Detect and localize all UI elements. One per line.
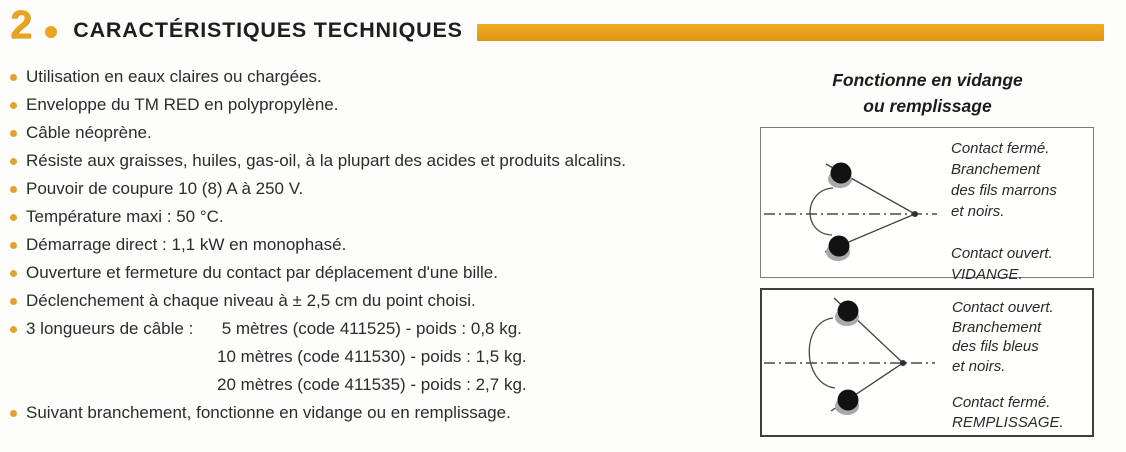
bullet-icon — [10, 298, 17, 305]
contact-line: Contact ouvert. — [952, 299, 1054, 316]
feature-item: Pouvoir de coupure 10 (8) A à 250 V. — [10, 175, 750, 203]
feature-text: Température maxi : 50 °C. — [26, 207, 224, 226]
feature-item-cable-lengths: 3 longueurs de câble : 5 mètres (code 41… — [10, 315, 750, 399]
contact-line: des fils bleus — [952, 338, 1039, 355]
bullet-icon — [10, 242, 17, 249]
vidange-box-text: Contact fermé. Branchement des fils marr… — [951, 138, 1089, 285]
contact-line: Branchement — [951, 161, 1041, 178]
feature-text: Câble néoprène. — [26, 123, 152, 142]
contact-line: Branchement — [952, 318, 1042, 336]
contact-line: des fils marrons — [951, 182, 1057, 199]
feature-text: Utilisation en eaux claires ou chargées. — [26, 67, 322, 86]
section-header: 2 CARACTÉRISTIQUES TECHNIQUES — [10, 3, 1104, 52]
feature-text: Résiste aux graisses, huiles, gas-oil, à… — [26, 151, 627, 170]
contact-line: REMPLISSAGE. — [952, 413, 1064, 431]
feature-item: Enveloppe du TM RED en polypropylène. — [10, 91, 750, 119]
remplissage-result-text: Contact fermé. REMPLISSAGE. — [952, 393, 1088, 432]
contact-line: Contact fermé. — [951, 140, 1050, 157]
feature-text: Démarrage direct : 1,1 kW en monophasé. — [26, 235, 347, 254]
feature-item: Résiste aux graisses, huiles, gas-oil, à… — [10, 147, 750, 175]
contact-line: VIDANGE. — [951, 266, 1023, 283]
right-panel-title: Fonctionne en vidange ou remplissage — [760, 67, 1095, 119]
cable-lengths-label: 3 longueurs de câble : — [26, 319, 194, 338]
feature-item: Température maxi : 50 °C. — [10, 203, 750, 231]
cable-lengths-values: 5 mètres (code 411525) - poids : 0,8 kg.… — [217, 315, 527, 399]
bullet-icon — [10, 270, 17, 277]
bullet-icon — [10, 74, 17, 81]
feature-item: Utilisation en eaux claires ou chargées. — [10, 63, 750, 91]
vidange-diagram-box: Contact fermé. Branchement des fils marr… — [760, 127, 1094, 283]
float-switch-remplissage-diagram — [764, 297, 935, 415]
section-bullet-icon — [45, 26, 58, 38]
feature-text: Déclenchement à chaque niveau à ± 2,5 cm… — [26, 291, 476, 310]
feature-text: Suivant branchement, fonctionne en vidan… — [26, 403, 511, 422]
vidange-result-text: Contact ouvert. VIDANGE. — [951, 243, 1089, 285]
bullet-icon — [10, 214, 17, 221]
features-list: Utilisation en eaux claires ou chargées.… — [10, 63, 750, 427]
cable-length-line: 20 mètres (code 411535) - poids : 2,7 kg… — [217, 375, 527, 394]
remplissage-box-text: Contact ouvert. Branchement des fils ble… — [952, 298, 1088, 432]
feature-text: Ouverture et fermeture du contact par dé… — [26, 263, 498, 282]
contact-line: Contact fermé. — [952, 394, 1051, 411]
feature-item: Ouverture et fermeture du contact par dé… — [10, 259, 750, 287]
feature-text: Enveloppe du TM RED en polypropylène. — [26, 95, 339, 114]
float-switch-vidange-diagram — [764, 162, 937, 261]
section-title: CARACTÉRISTIQUES TECHNIQUES — [73, 17, 463, 42]
right-panel-title-line1: Fonctionne en vidange — [832, 70, 1023, 90]
section-number: 2 — [10, 3, 33, 47]
contact-line: et noirs. — [952, 357, 1006, 375]
feature-item: Suivant branchement, fonctionne en vidan… — [10, 399, 750, 427]
cable-length-line: 10 mètres (code 411530) - poids : 1,5 kg… — [217, 347, 527, 366]
feature-text: Pouvoir de coupure 10 (8) A à 250 V. — [26, 179, 304, 198]
feature-item: Déclenchement à chaque niveau à ± 2,5 cm… — [10, 287, 750, 315]
contact-line: et noirs. — [951, 203, 1005, 220]
bullet-icon — [10, 130, 17, 137]
contact-line: Contact ouvert. — [951, 245, 1053, 262]
feature-item: Câble néoprène. — [10, 119, 750, 147]
bullet-icon — [10, 102, 17, 109]
bullet-icon — [10, 186, 17, 193]
bullet-icon — [10, 158, 17, 165]
cable-length-line: 5 mètres (code 411525) - poids : 0,8 kg. — [217, 319, 522, 338]
feature-item: Démarrage direct : 1,1 kW en monophasé. — [10, 231, 750, 259]
bullet-icon — [10, 410, 17, 417]
header-accent-bar — [476, 23, 1104, 41]
bullet-icon — [10, 326, 17, 333]
right-panel-title-line2: ou remplissage — [863, 96, 992, 116]
remplissage-diagram-box: Contact ouvert. Branchement des fils ble… — [760, 288, 1094, 437]
